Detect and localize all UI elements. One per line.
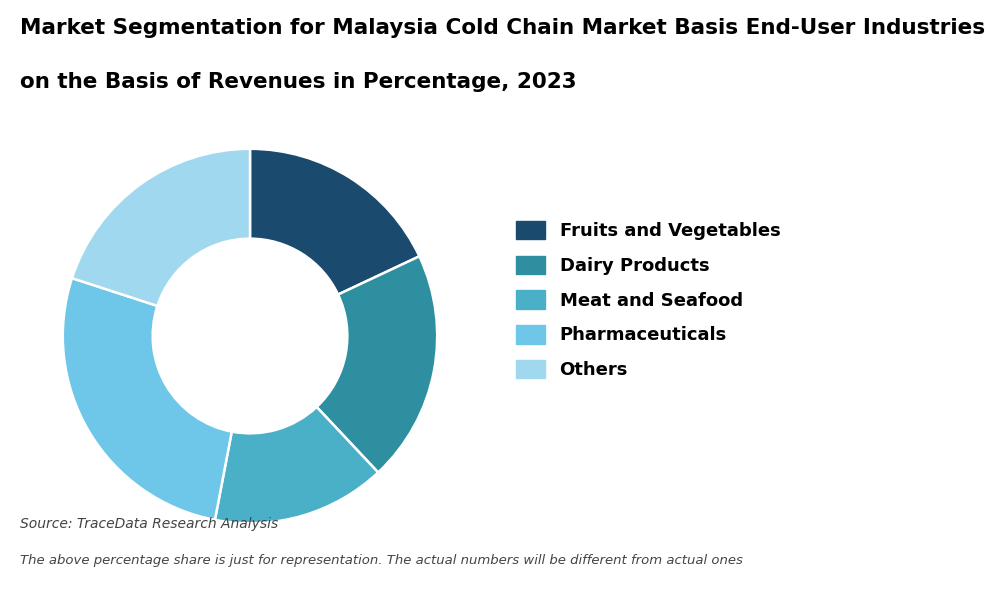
Text: Market Segmentation for Malaysia Cold Chain Market Basis End-User Industries: Market Segmentation for Malaysia Cold Ch…	[20, 18, 985, 38]
Wedge shape	[72, 149, 250, 306]
Text: Source: TraceData Research Analysis: Source: TraceData Research Analysis	[20, 517, 278, 531]
Text: on the Basis of Revenues in Percentage, 2023: on the Basis of Revenues in Percentage, …	[20, 72, 577, 92]
Circle shape	[153, 239, 347, 433]
Wedge shape	[63, 278, 232, 520]
Wedge shape	[250, 149, 419, 295]
Text: The above percentage share is just for representation. The actual numbers will b: The above percentage share is just for r…	[20, 554, 743, 567]
Legend: Fruits and Vegetables, Dairy Products, Meat and Seafood, Pharmaceuticals, Others: Fruits and Vegetables, Dairy Products, M…	[509, 214, 788, 386]
Wedge shape	[215, 407, 378, 523]
Wedge shape	[317, 256, 437, 472]
